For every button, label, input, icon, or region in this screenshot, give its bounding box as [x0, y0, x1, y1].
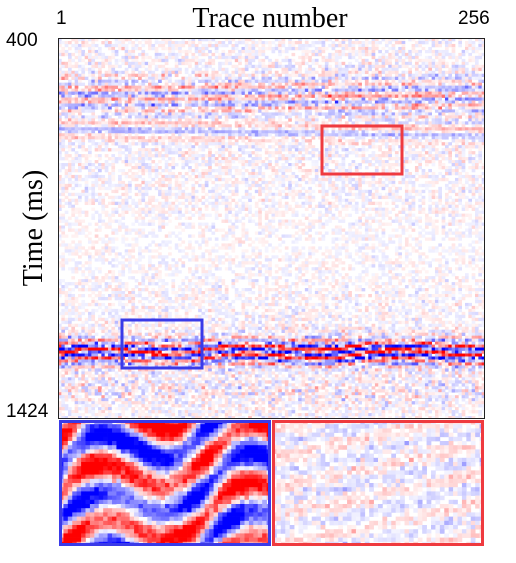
y-tick-start: 400: [6, 30, 38, 51]
red-region-box: [320, 124, 404, 176]
x-tick-start: 1: [56, 8, 67, 29]
zoom-blue-image: [59, 420, 271, 546]
y-axis-label: Time (ms): [18, 169, 49, 287]
zoom-panel-blue: [59, 420, 271, 546]
zoom-blue-frame: [59, 420, 271, 546]
plot-frame: [58, 38, 485, 419]
seismic-section: [58, 38, 485, 419]
blue-region-box: [120, 318, 204, 370]
seismic-image: [58, 38, 485, 419]
y-tick-end: 1424: [6, 401, 49, 422]
zoom-panel-red: [272, 420, 484, 546]
figure-title: Trace number: [192, 3, 348, 34]
x-tick-end: 256: [458, 8, 490, 29]
zoom-red-image: [272, 420, 484, 546]
zoom-red-frame: [272, 420, 484, 546]
